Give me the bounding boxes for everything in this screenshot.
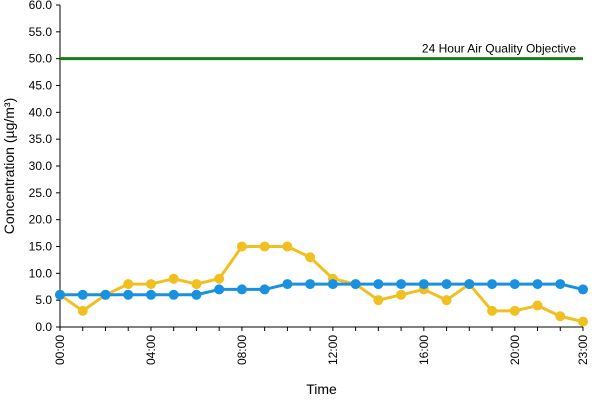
- series-1-point: [373, 295, 384, 306]
- y-tick-label: 20.0: [29, 213, 53, 227]
- series-1-point: [441, 295, 452, 306]
- series-2: [55, 279, 588, 300]
- series-2-point: [464, 279, 475, 290]
- series-2-point: [305, 279, 316, 290]
- y-tick-label: 50.0: [29, 52, 53, 66]
- series-1-point: [77, 305, 88, 316]
- y-tick-label: 35.0: [29, 132, 53, 146]
- series-2-point: [555, 279, 566, 290]
- series-2-point: [350, 279, 361, 290]
- series-group: [55, 241, 588, 327]
- series-2-point: [509, 279, 520, 290]
- y-tick-label: 5.0: [35, 293, 52, 307]
- series-1: [55, 241, 588, 327]
- series-2-point: [259, 284, 270, 295]
- series-1-point: [578, 316, 588, 327]
- x-tick-label: 23:00: [576, 335, 590, 365]
- series-2-point: [55, 289, 65, 300]
- x-tick-label: 16:00: [417, 335, 431, 365]
- y-tick-label: 40.0: [29, 105, 53, 119]
- y-tick-label: 55.0: [29, 25, 53, 39]
- series-1-point: [168, 273, 179, 284]
- series-2-point: [77, 289, 88, 300]
- y-tick-label: 60.0: [29, 0, 53, 12]
- series-2-point: [145, 289, 156, 300]
- series-2-point: [123, 289, 134, 300]
- y-tick-label: 45.0: [29, 79, 53, 93]
- series-2-point: [168, 289, 179, 300]
- series-1-point: [396, 289, 407, 300]
- y-axis-ticks: 0.0 5.0 10.0 15.0 20.0 25.0 30.0 35.0 40.0 45.0 50…: [29, 0, 60, 334]
- y-axis-title: Concentration (µg/m³): [1, 98, 17, 234]
- series-2-line: [60, 282, 584, 297]
- series-1-point: [259, 241, 270, 252]
- series-2-point: [191, 289, 202, 300]
- series-1-point: [305, 252, 316, 263]
- series-2-point: [282, 279, 293, 290]
- series-2-point: [441, 279, 452, 290]
- series-2-point: [578, 284, 588, 295]
- series-1-point: [555, 311, 566, 322]
- x-tick-label: 04:00: [144, 335, 158, 365]
- series-2-point: [100, 289, 111, 300]
- y-tick-label: 30.0: [29, 159, 53, 173]
- x-axis-title: Time: [306, 381, 337, 397]
- y-tick-label: 15.0: [29, 240, 53, 254]
- series-2-point: [214, 284, 225, 295]
- series-1-point: [191, 279, 202, 290]
- series-1-point: [145, 279, 156, 290]
- series-1-point: [487, 305, 498, 316]
- series-1-point: [509, 305, 520, 316]
- x-tick-label: 00:00: [53, 335, 67, 365]
- series-1-point: [532, 300, 543, 311]
- x-tick-label: 20:00: [508, 335, 522, 365]
- series-2-point: [396, 279, 407, 290]
- series-1-point: [236, 241, 247, 252]
- series-2-point: [487, 279, 498, 290]
- series-2-point: [236, 284, 247, 295]
- y-tick-label: 0.0: [35, 320, 52, 334]
- y-tick-label: 10.0: [29, 266, 53, 280]
- x-tick-label: 12:00: [326, 335, 340, 365]
- x-tick-label: 08:00: [235, 335, 249, 365]
- series-1-point: [123, 279, 134, 290]
- series-2-point: [373, 279, 384, 290]
- series-2-point: [327, 279, 338, 290]
- x-axis-ticks: 00:00 04:00 08:00 12:00 16:00 20:00 23:00: [53, 327, 590, 365]
- series-2-point: [418, 279, 429, 290]
- y-tick-label: 25.0: [29, 186, 53, 200]
- series-1-point: [214, 273, 225, 284]
- series-1-point: [282, 241, 293, 252]
- air-quality-objective-label: 24 Hour Air Quality Objective: [422, 42, 576, 56]
- series-2-point: [532, 279, 543, 290]
